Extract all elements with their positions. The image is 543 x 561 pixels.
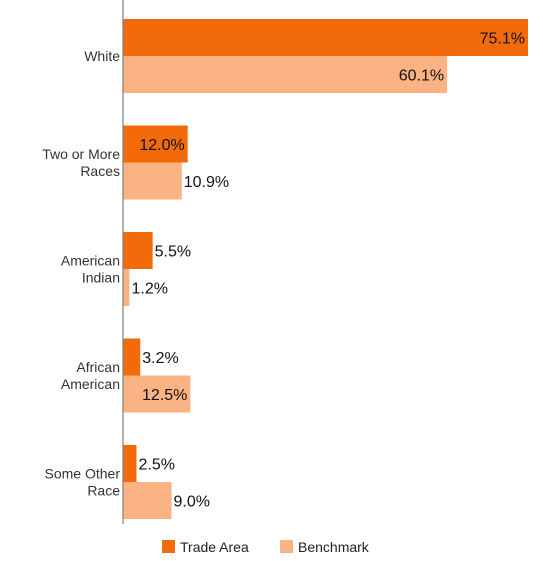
category-label: Two or More Races [42,146,120,179]
data-label: 12.5% [142,387,187,404]
bar-benchmark [123,162,182,200]
bar-benchmark [123,269,130,306]
bar-trade-area [123,338,141,376]
category-label: African American [61,359,120,392]
bars-layer: 75.1% 60.1% 12.0% 10.9% 5.5% 1.2% 3.2% 12.5% 2.5… [123,19,528,519]
category-label: Some Other Race [45,466,121,499]
data-label: 75.1% [480,31,525,48]
category-labels: White Two or More Races American Indian Afric… [42,48,120,499]
data-label: 60.1% [399,68,444,85]
data-label: 12.0% [139,137,184,154]
legend-swatch-trade-area [162,540,175,553]
legend: Trade Area Benchmark [162,539,370,555]
legend-label: Benchmark [298,539,370,555]
bar-trade-area [123,232,153,269]
data-label: 9.0% [174,494,210,511]
bar-benchmark [123,375,191,413]
category-label: White [84,48,120,64]
bar-benchmark [123,56,448,93]
bar-trade-area [123,445,137,482]
data-label: 5.5% [155,244,191,261]
legend-label: Trade Area [180,539,249,555]
bar-benchmark [123,482,172,519]
data-label: 2.5% [138,457,174,474]
legend-swatch-benchmark [280,540,293,553]
data-label: 3.2% [142,350,178,367]
data-label: 10.9% [184,174,229,191]
data-label: 1.2% [131,281,167,298]
bar-trade-area [123,19,528,56]
category-label: American Indian [61,253,120,286]
bar-trade-area [123,125,188,163]
